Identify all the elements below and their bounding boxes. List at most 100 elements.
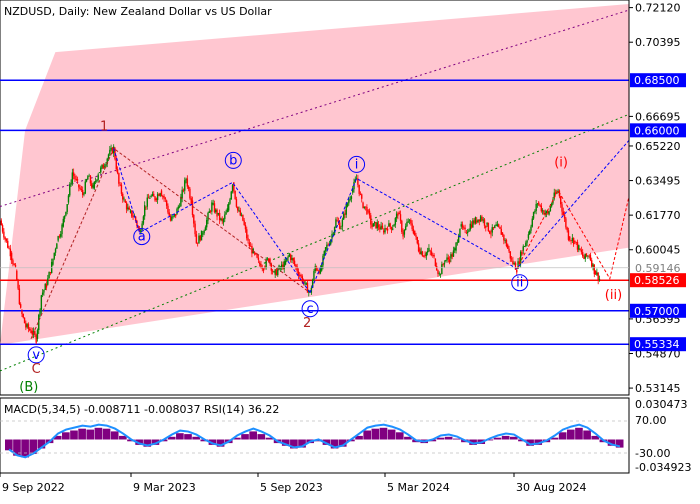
candle-body [309, 290, 311, 292]
macd-bar [167, 436, 176, 440]
macd-bar [363, 430, 372, 440]
price-tick-label: 0.53145 [635, 382, 681, 395]
candle-body [116, 169, 119, 174]
candle-body [461, 224, 464, 228]
candle-body [27, 324, 30, 329]
candle-body [218, 212, 221, 221]
level-tag-label: 0.58526 [634, 274, 680, 287]
candle-body [248, 242, 251, 246]
wave-label-circle [348, 155, 366, 173]
candle-body [390, 226, 393, 230]
candle-body [165, 200, 168, 206]
candle-body [93, 181, 96, 189]
candle-body [371, 224, 373, 228]
candle-body [204, 227, 207, 231]
date-tick-label: 5 Sep 2023 [260, 481, 323, 494]
candle-body [229, 199, 231, 204]
candle-body [13, 264, 15, 265]
candle-body [306, 282, 309, 293]
candle-body [273, 271, 275, 273]
candle-body [508, 248, 510, 252]
candle-body [421, 251, 424, 257]
candle-body [124, 200, 127, 203]
candle-body [26, 324, 28, 327]
candle-body [289, 254, 292, 261]
candle-body [539, 204, 541, 206]
macd-bar [192, 436, 200, 440]
macd-bar [102, 428, 111, 440]
candle-body [377, 224, 380, 228]
macd-bar [94, 427, 103, 440]
candle-body [572, 237, 575, 245]
candle-body [155, 198, 158, 201]
candle-body [598, 278, 601, 281]
candle-body [403, 230, 406, 235]
candle-body [470, 224, 473, 228]
candle-body [132, 216, 134, 218]
candle-body [368, 210, 371, 216]
candle-body [496, 224, 499, 227]
candle-body [203, 230, 205, 234]
macd-bar [485, 439, 494, 441]
candle-body [60, 234, 62, 237]
candle-body [584, 253, 586, 259]
macd-bar [387, 429, 396, 440]
price-tick-label: 0.72120 [635, 2, 681, 15]
candle-body [439, 274, 442, 275]
candle-body [106, 158, 108, 165]
candle-body [92, 185, 94, 188]
price-tick-label: 0.66695 [635, 110, 681, 123]
candle-body [408, 219, 411, 221]
price-tick-label: 0.63495 [635, 175, 681, 188]
candle-body [38, 314, 40, 331]
candle-body [56, 243, 58, 249]
candle-body [318, 270, 320, 274]
candle-body [363, 206, 366, 208]
candle-body [202, 233, 204, 235]
candle-body [544, 213, 546, 215]
candle-body [247, 238, 249, 241]
candle-body [381, 225, 384, 229]
candle-body [349, 198, 351, 201]
candle-body [19, 304, 22, 308]
candle-body [375, 222, 377, 229]
candle-body [443, 263, 446, 265]
candle-body [364, 206, 367, 208]
wave-label: 2 [303, 316, 311, 331]
candle-body [119, 184, 121, 186]
candle-body [468, 229, 470, 232]
candle-body [206, 220, 208, 228]
macd-bar [86, 429, 95, 440]
candle-body [339, 222, 341, 229]
price-channel [0, 4, 629, 345]
candle-body [220, 218, 222, 221]
candle-body [530, 226, 532, 231]
candle-body [138, 228, 141, 232]
candle-body [256, 254, 258, 258]
candle-body [527, 234, 530, 239]
macd-bar [257, 434, 266, 440]
macd-bar [70, 430, 78, 440]
candle-body [384, 228, 386, 233]
candle-body [445, 260, 447, 262]
candle-body [274, 269, 276, 275]
macd-bar [534, 439, 543, 445]
candle-body [242, 214, 244, 221]
candle-body [469, 223, 471, 230]
candle-body [491, 227, 493, 233]
candle-body [580, 249, 583, 253]
candle-body [386, 228, 389, 231]
candle-body [264, 266, 266, 268]
wave-label: (B) [19, 380, 38, 395]
candle-body [1, 225, 4, 232]
macd-bar [21, 439, 29, 458]
symbol-title: NZDUSD, Daily: New Zealand Dollar vs US … [4, 5, 272, 18]
candle-body [53, 252, 55, 259]
candle-body [83, 193, 85, 195]
candle-body [565, 218, 567, 228]
candle-body [58, 236, 61, 237]
candle-body [246, 229, 248, 239]
candle-body [69, 184, 71, 196]
candle-body [417, 243, 420, 252]
